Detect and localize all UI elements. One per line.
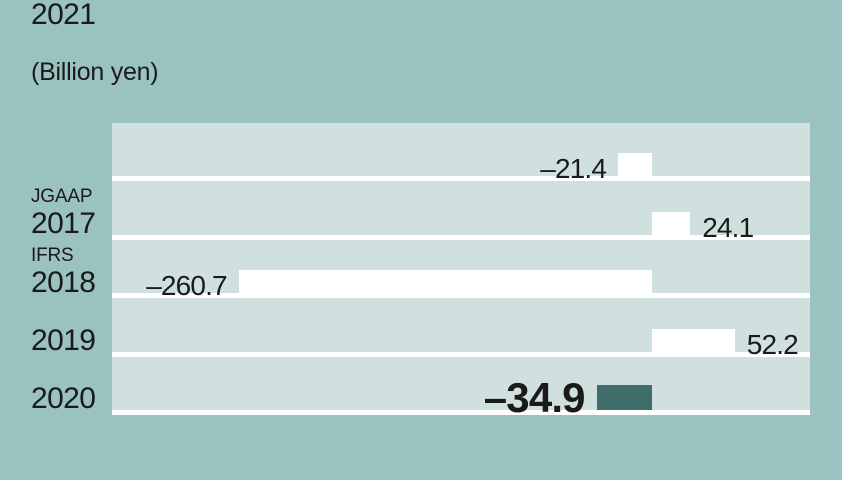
bar-2021-highlight — [596, 384, 652, 410]
chart-row-2019: –260.7 — [112, 239, 810, 302]
value-label-2018: 24.1 — [702, 211, 754, 243]
year-label-2019: 2019 — [31, 323, 96, 357]
value-label-2019: –260.7 — [146, 270, 227, 302]
year-label-2021: 2021 — [31, 0, 96, 31]
bar-2018 — [652, 211, 691, 235]
plot-area: –21.4 24.1 –260.7 52.2 –34.9 — [112, 123, 810, 418]
year-label-2018: IFRS 2018 — [31, 244, 96, 299]
value-label-2021: –34.9 — [483, 373, 586, 421]
chart-row-2017: –21.4 — [112, 123, 810, 185]
accounting-standard-note: JGAAP — [31, 186, 93, 208]
year-label-2020: 2020 — [31, 382, 96, 416]
chart-row-2018: 24.1 — [112, 181, 810, 243]
accounting-standard-note: IFRS — [31, 244, 74, 266]
year-text: 2018 — [31, 265, 96, 299]
value-label-2017: –21.4 — [540, 153, 607, 185]
year-text: 2017 — [31, 207, 96, 241]
value-label-2020: 52.2 — [746, 328, 799, 360]
bar-2020 — [652, 328, 735, 352]
bar-2017 — [618, 153, 652, 177]
year-label-2017: JGAAP 2017 — [31, 186, 96, 241]
year-text: 2019 — [31, 323, 96, 357]
bar-2019 — [238, 270, 652, 294]
chart-row-2020: 52.2 — [112, 298, 810, 360]
year-text: 2021 — [31, 0, 96, 31]
chart-row-2021: –34.9 — [112, 356, 810, 418]
unit-label: (Billion yen) — [31, 58, 159, 86]
year-text: 2020 — [31, 382, 96, 416]
